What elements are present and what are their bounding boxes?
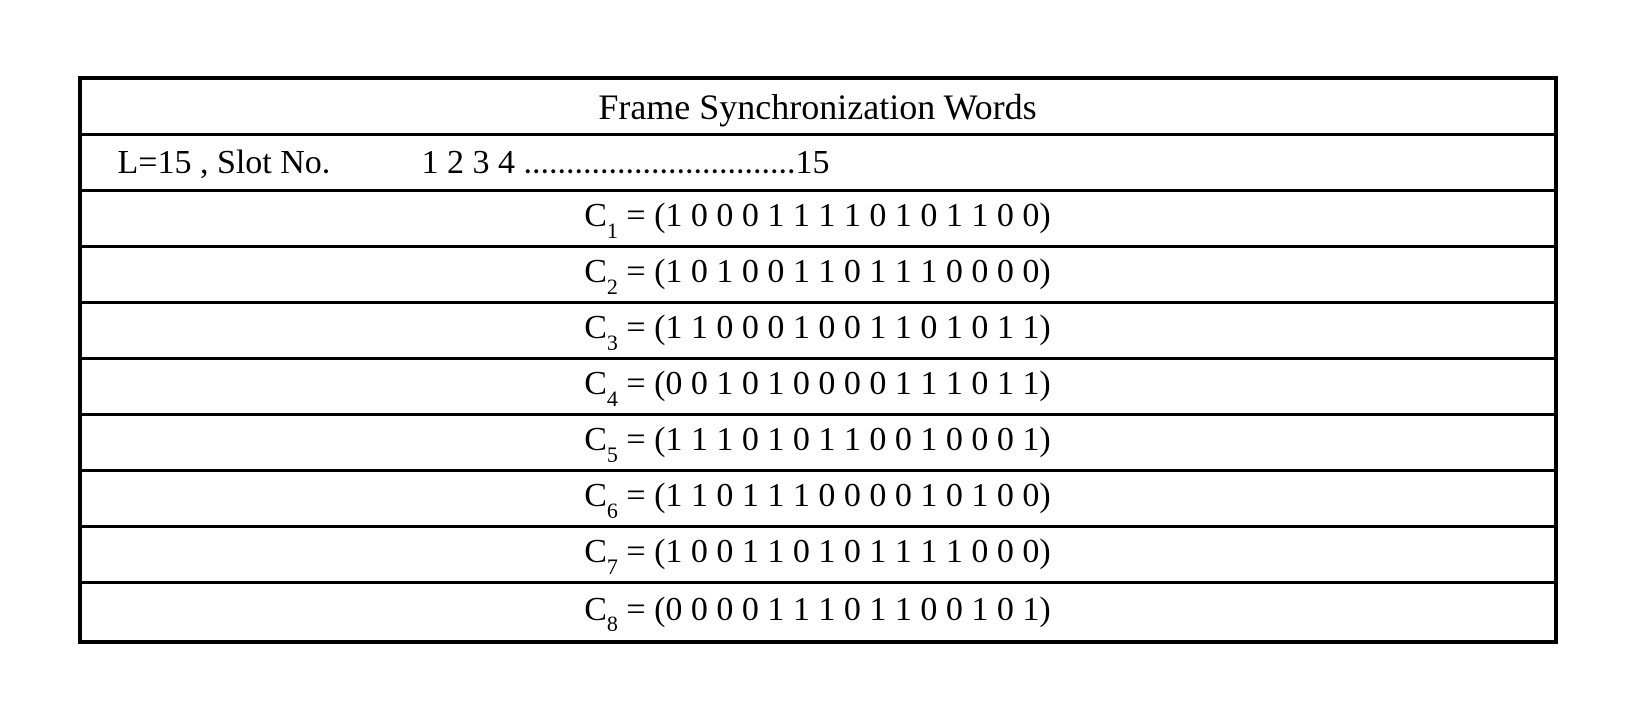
- table-title: Frame Synchronization Words: [598, 86, 1036, 128]
- code-value: C5 = (1 1 1 0 1 0 1 1 0 0 1 0 0 0 1): [584, 421, 1051, 464]
- code-value: C3 = (1 1 0 0 0 1 0 0 1 1 0 1 0 1 1): [584, 309, 1051, 352]
- code-row: C8 = (0 0 0 0 1 1 1 0 1 1 0 0 1 0 1): [82, 584, 1554, 640]
- table-header: Frame Synchronization Words: [82, 80, 1554, 136]
- frame-sync-table: Frame Synchronization Words L=15 , Slot …: [78, 76, 1558, 644]
- code-value: C8 = (0 0 0 0 1 1 1 0 1 1 0 0 1 0 1): [584, 591, 1051, 634]
- code-row: C2 = (1 0 1 0 0 1 1 0 1 1 1 0 0 0 0): [82, 248, 1554, 304]
- code-value: C7 = (1 0 0 1 1 0 1 0 1 1 1 1 0 0 0): [584, 533, 1051, 576]
- code-row: C1 = (1 0 0 0 1 1 1 1 0 1 0 1 1 0 0): [82, 192, 1554, 248]
- code-row: C4 = (0 0 1 0 1 0 0 0 0 1 1 1 0 1 1): [82, 360, 1554, 416]
- slot-header-row: L=15 , Slot No. 1 2 3 4 ................…: [82, 136, 1554, 192]
- code-value: C4 = (0 0 1 0 1 0 0 0 0 1 1 1 0 1 1): [584, 365, 1051, 408]
- code-row: C7 = (1 0 0 1 1 0 1 0 1 1 1 1 0 0 0): [82, 528, 1554, 584]
- code-row: C5 = (1 1 1 0 1 0 1 1 0 0 1 0 0 0 1): [82, 416, 1554, 472]
- slot-numbers: 1 2 3 4 ................................…: [422, 144, 1554, 182]
- code-row: C6 = (1 1 0 1 1 1 0 0 0 0 1 0 1 0 0): [82, 472, 1554, 528]
- code-value: C1 = (1 0 0 0 1 1 1 1 0 1 0 1 1 0 0): [584, 197, 1051, 240]
- code-row: C3 = (1 1 0 0 0 1 0 0 1 1 0 1 0 1 1): [82, 304, 1554, 360]
- code-value: C2 = (1 0 1 0 0 1 1 0 1 1 1 0 0 0 0): [584, 253, 1051, 296]
- slot-label: L=15 , Slot No.: [82, 144, 422, 182]
- code-value: C6 = (1 1 0 1 1 1 0 0 0 0 1 0 1 0 0): [584, 477, 1051, 520]
